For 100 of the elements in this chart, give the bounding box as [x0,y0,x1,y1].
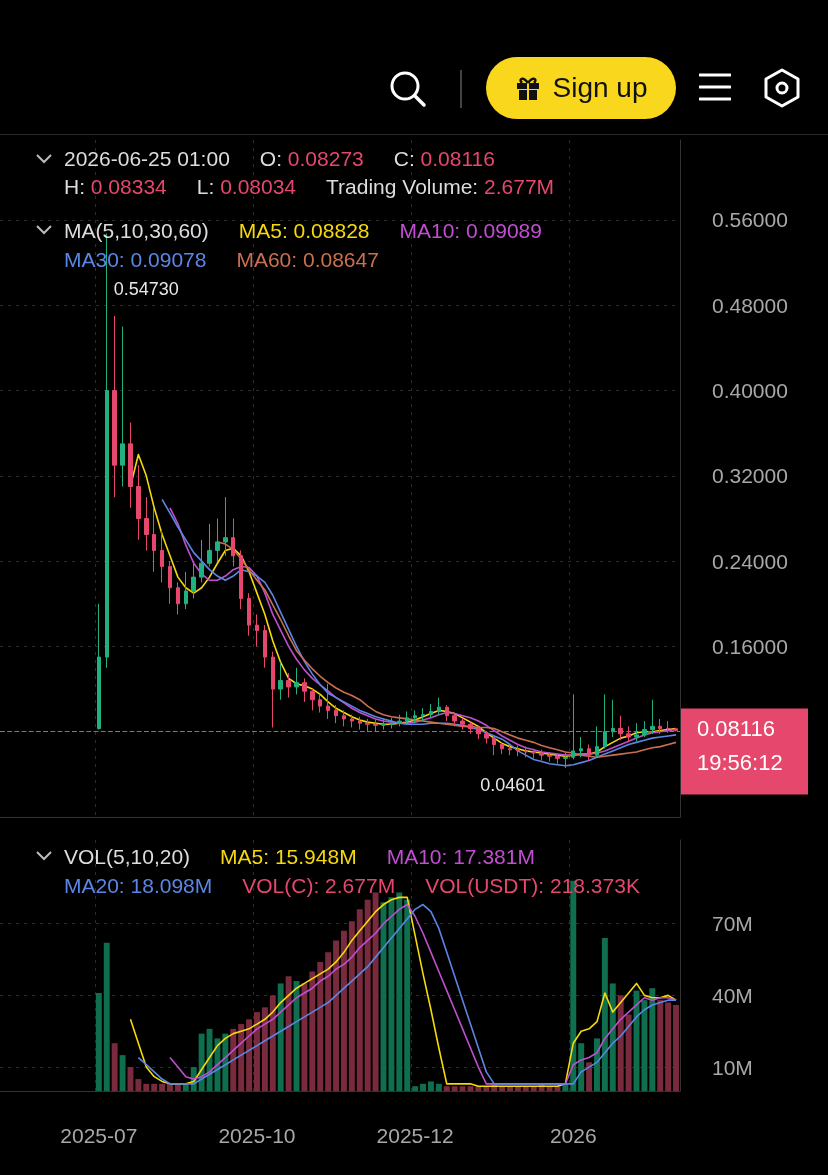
candlestick [555,753,560,765]
candlestick [500,741,504,755]
candlestick [334,704,338,724]
y-tick-label: 70M [712,912,753,936]
candlestick [326,683,330,720]
bar [301,983,308,1091]
candlestick [207,523,212,567]
candlestick [184,571,188,610]
candlestick [286,672,291,699]
bar [657,1000,664,1091]
bar [594,1038,600,1091]
candlestick [492,736,496,756]
bar [625,1014,632,1091]
bar [246,1019,253,1091]
x-tick-label: 2025-12 [376,1124,454,1147]
x-tick-label: 2025-10 [218,1124,296,1147]
candlestick [342,709,346,727]
candlestick [563,752,568,769]
bar [254,1012,260,1091]
bar [435,1083,442,1091]
bar [578,1043,585,1091]
candlestick [239,549,243,610]
candlestick [397,714,402,727]
bar [111,1043,118,1091]
bar [135,1079,142,1091]
candlestick [429,703,433,719]
y-tick-label: 0.56000 [712,208,788,232]
bar [451,1086,458,1091]
bar [333,940,340,1091]
bar [617,995,624,1091]
candlestick [587,744,591,761]
y-tick-label: 0.48000 [712,293,788,317]
candlestick [508,744,512,756]
candlestick [136,464,141,541]
text: MA10: 0.09089 [399,218,542,244]
annotation: C: 0.08116 [393,147,495,170]
bar [285,976,292,1091]
candlestick [152,507,156,573]
bar [396,892,403,1091]
series-label: MA10: 17.381M [386,844,535,870]
candlestick [223,496,228,557]
annotation: O: 0.08273 [259,147,364,170]
bar [601,938,608,1091]
candlestick [437,697,441,716]
candlestick [247,592,251,637]
bar [388,897,395,1091]
candlestick [611,699,615,738]
bar [277,983,284,1091]
bar [673,1004,680,1091]
y-tick-label: 0.40000 [712,379,788,403]
text: Sign up [552,72,648,104]
annotation: L: 0.08034 [196,175,297,198]
candlestick [97,603,101,731]
bar [317,961,324,1091]
candlestick [603,693,607,750]
candlestick [255,613,259,647]
bar [340,930,347,1091]
text: 0.08116 [697,715,775,741]
candlestick [350,714,354,728]
text: MA5: 15.948M [220,844,357,870]
bar [420,1083,426,1091]
candlestick [539,749,544,761]
bar [372,892,379,1091]
candlestick [579,736,583,758]
candlestick [144,496,149,551]
bar [238,1024,245,1091]
annotation: 0.54730 [113,278,179,299]
candlestick [413,709,417,724]
candlestick [547,751,552,763]
bar [427,1081,434,1091]
candlestick [310,688,315,711]
y-tick-label: 40M [712,983,753,1007]
bar [348,921,355,1091]
candlestick [642,720,647,738]
candlestick [263,624,267,669]
annotation: 0.04601 [480,774,546,795]
annotation: Trading Volume: 2.677M [326,175,555,198]
bar [586,1062,593,1091]
y-tick-label: 0.24000 [712,549,788,573]
candlestick [294,667,299,695]
candlestick [516,745,520,757]
bar [459,1086,466,1091]
candlestick [160,528,164,583]
legend-title: VOL(5,10,20) [64,844,191,870]
annotation: VOL(C): 2.677M [242,873,396,899]
bar [103,942,110,1091]
annotation: VOL(USDT): 218.373K [425,873,640,899]
bar [119,1055,126,1091]
text: 19:56:12 [697,749,783,775]
y-tick-label: 0.32000 [712,464,788,488]
y-tick-label: 0.16000 [712,634,788,658]
bar [641,1000,648,1091]
bar [143,1083,150,1091]
bar [95,992,102,1091]
candlestick [358,716,362,731]
bar [261,1007,268,1091]
candlestick [405,710,409,725]
candlestick [452,713,457,727]
bar [309,971,316,1091]
candlestick [176,581,180,615]
